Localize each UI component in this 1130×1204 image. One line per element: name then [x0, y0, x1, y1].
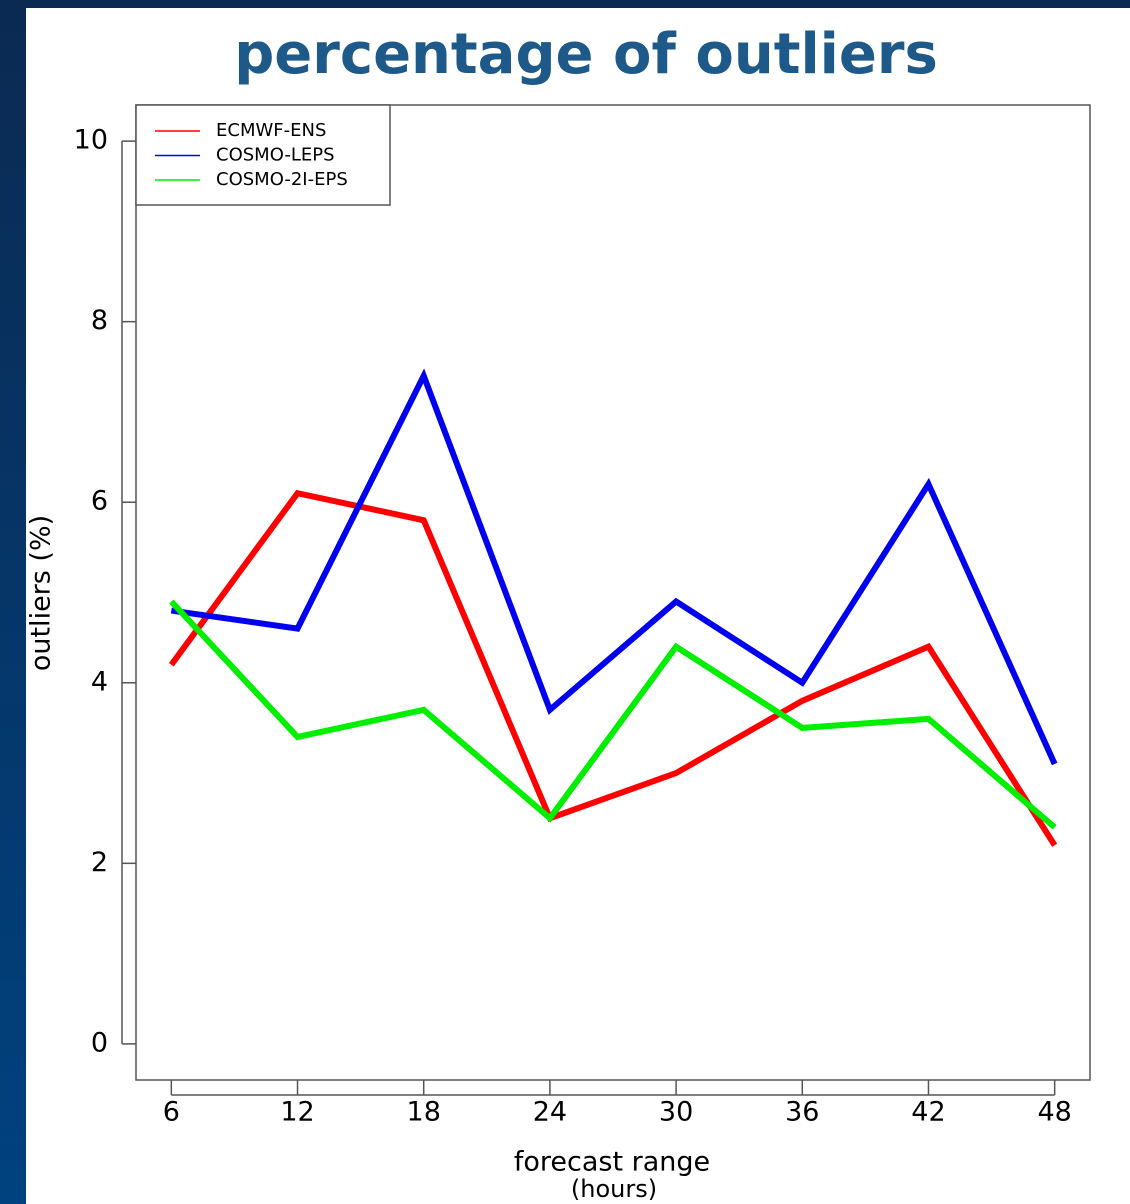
series-line [170, 368, 1058, 766]
x-tick-label: 36 [785, 1097, 819, 1128]
y-tick-label: 0 [91, 1027, 108, 1058]
x-tick-label: 48 [1037, 1097, 1071, 1128]
plot-frame [135, 104, 1091, 1081]
chart-title: percentage of outliers [234, 22, 938, 87]
x-tick-label: 6 [163, 1097, 180, 1128]
x-tick-label: 18 [407, 1097, 441, 1128]
content-panel [26, 8, 1130, 1204]
y-tick-label: 10 [74, 125, 108, 156]
x-tick-label: 42 [911, 1097, 945, 1128]
legend-label: COSMO-LEPS [216, 145, 335, 166]
series-line [169, 599, 1057, 830]
legend-label: COSMO-2I-EPS [216, 169, 348, 190]
y-tick-label: 4 [91, 666, 108, 697]
x-tick-label: 24 [533, 1097, 567, 1128]
y-tick-label: 8 [91, 305, 108, 336]
x-tick-label: 12 [280, 1097, 314, 1128]
x-axis-label-note: (hours) [571, 1175, 657, 1203]
y-tick-label: 2 [91, 847, 108, 878]
x-tick-label: 30 [659, 1097, 693, 1128]
series-line [168, 489, 1058, 847]
y-axis-label: outliers (%) [26, 515, 57, 671]
legend-label: ECMWF-ENS [216, 120, 326, 141]
x-axis-label: forecast range [514, 1147, 710, 1178]
y-tick-label: 6 [91, 486, 108, 517]
